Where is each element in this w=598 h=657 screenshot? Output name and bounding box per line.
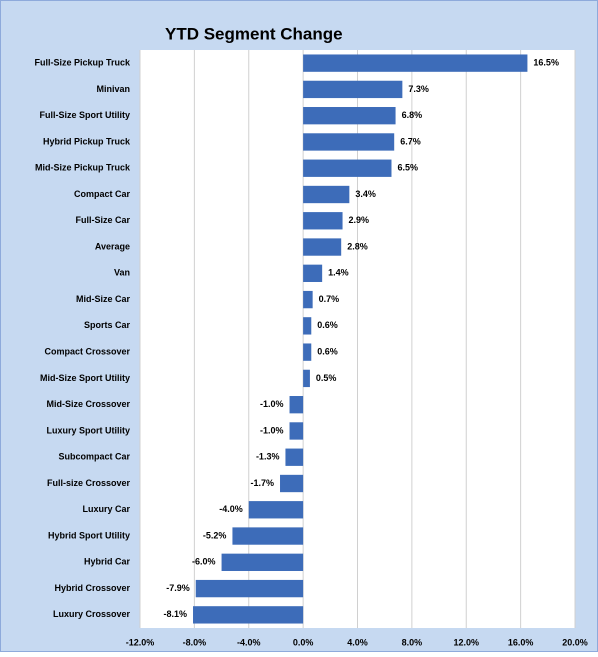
y-tick-label: Compact Car (74, 189, 131, 199)
data-label: -8.1% (164, 609, 188, 619)
y-tick-label: Compact Crossover (44, 347, 130, 357)
data-label: 0.6% (317, 320, 338, 330)
bar (303, 80, 403, 99)
data-label: -1.3% (256, 452, 280, 462)
y-tick-label: Luxury Sport Utility (46, 425, 130, 435)
x-tick-label: -8.0% (183, 637, 207, 647)
data-label: 16.5% (533, 58, 559, 68)
data-label: 3.4% (355, 189, 376, 199)
y-tick-label: Full-Size Sport Utility (39, 110, 130, 120)
bar (303, 369, 310, 388)
data-label: 6.8% (402, 110, 423, 120)
bar (193, 606, 304, 624)
bar (303, 54, 528, 72)
data-label: 2.9% (349, 215, 370, 225)
y-tick-label: Hybrid Crossover (54, 583, 130, 593)
y-tick-label: Mid-Size Sport Utility (40, 373, 130, 383)
bar (303, 107, 396, 125)
y-tick-label: Luxury Crossover (53, 609, 131, 619)
bar (248, 501, 304, 519)
y-tick-label: Full-size Crossover (47, 478, 131, 488)
y-tick-label: Luxury Car (82, 504, 130, 514)
y-tick-label: Mid-Size Pickup Truck (35, 163, 131, 173)
data-label: 0.7% (319, 294, 340, 304)
bar (303, 343, 312, 361)
data-label: -1.0% (260, 399, 284, 409)
y-tick-label: Sports Car (84, 320, 131, 330)
data-label: -1.7% (251, 478, 275, 488)
y-tick-label: Full-Size Car (75, 215, 130, 225)
x-tick-label: -12.0% (126, 637, 155, 647)
bar (303, 317, 312, 335)
x-tick-label: 4.0% (347, 637, 368, 647)
data-label: -7.9% (166, 583, 190, 593)
x-tick-label: 16.0% (508, 637, 534, 647)
chart-title: YTD Segment Change (165, 24, 343, 43)
data-label: 0.5% (316, 373, 337, 383)
data-label: -1.0% (260, 425, 284, 435)
y-tick-label: Mid-Size Car (76, 294, 131, 304)
data-label: 6.7% (400, 136, 421, 146)
bar (303, 133, 395, 151)
bar (303, 212, 343, 230)
data-label: -5.2% (203, 530, 227, 540)
bar (195, 579, 304, 598)
bar (303, 290, 313, 309)
y-tick-label: Full-Size Pickup Truck (34, 58, 131, 68)
bar (303, 264, 323, 282)
bar (303, 159, 392, 177)
data-label: 6.5% (397, 163, 418, 173)
y-tick-label: Hybrid Car (84, 557, 131, 567)
bar (303, 238, 342, 256)
y-tick-label: Hybrid Sport Utility (48, 530, 130, 540)
bar (221, 553, 304, 571)
bar (289, 422, 304, 440)
y-tick-label: Mid-Size Crossover (46, 399, 130, 409)
data-label: 7.3% (408, 84, 429, 94)
data-label: 0.6% (317, 347, 338, 357)
bar (303, 185, 350, 204)
x-tick-label: -4.0% (237, 637, 261, 647)
data-label: 1.4% (328, 268, 349, 278)
x-tick-label: 20.0% (562, 637, 588, 647)
y-tick-label: Van (114, 268, 130, 278)
y-tick-label: Hybrid Pickup Truck (43, 136, 131, 146)
data-label: 2.8% (347, 241, 368, 251)
x-tick-label: 8.0% (402, 637, 423, 647)
x-tick-label: 12.0% (453, 637, 479, 647)
bar (232, 527, 304, 545)
data-label: -4.0% (219, 504, 243, 514)
bar (280, 474, 304, 493)
x-tick-label: 0.0% (293, 637, 314, 647)
y-tick-label: Minivan (96, 84, 130, 94)
y-tick-label: Subcompact Car (58, 452, 130, 462)
bar (285, 448, 304, 466)
data-label: -6.0% (192, 557, 216, 567)
bar (289, 396, 304, 414)
y-tick-label: Average (95, 241, 130, 251)
